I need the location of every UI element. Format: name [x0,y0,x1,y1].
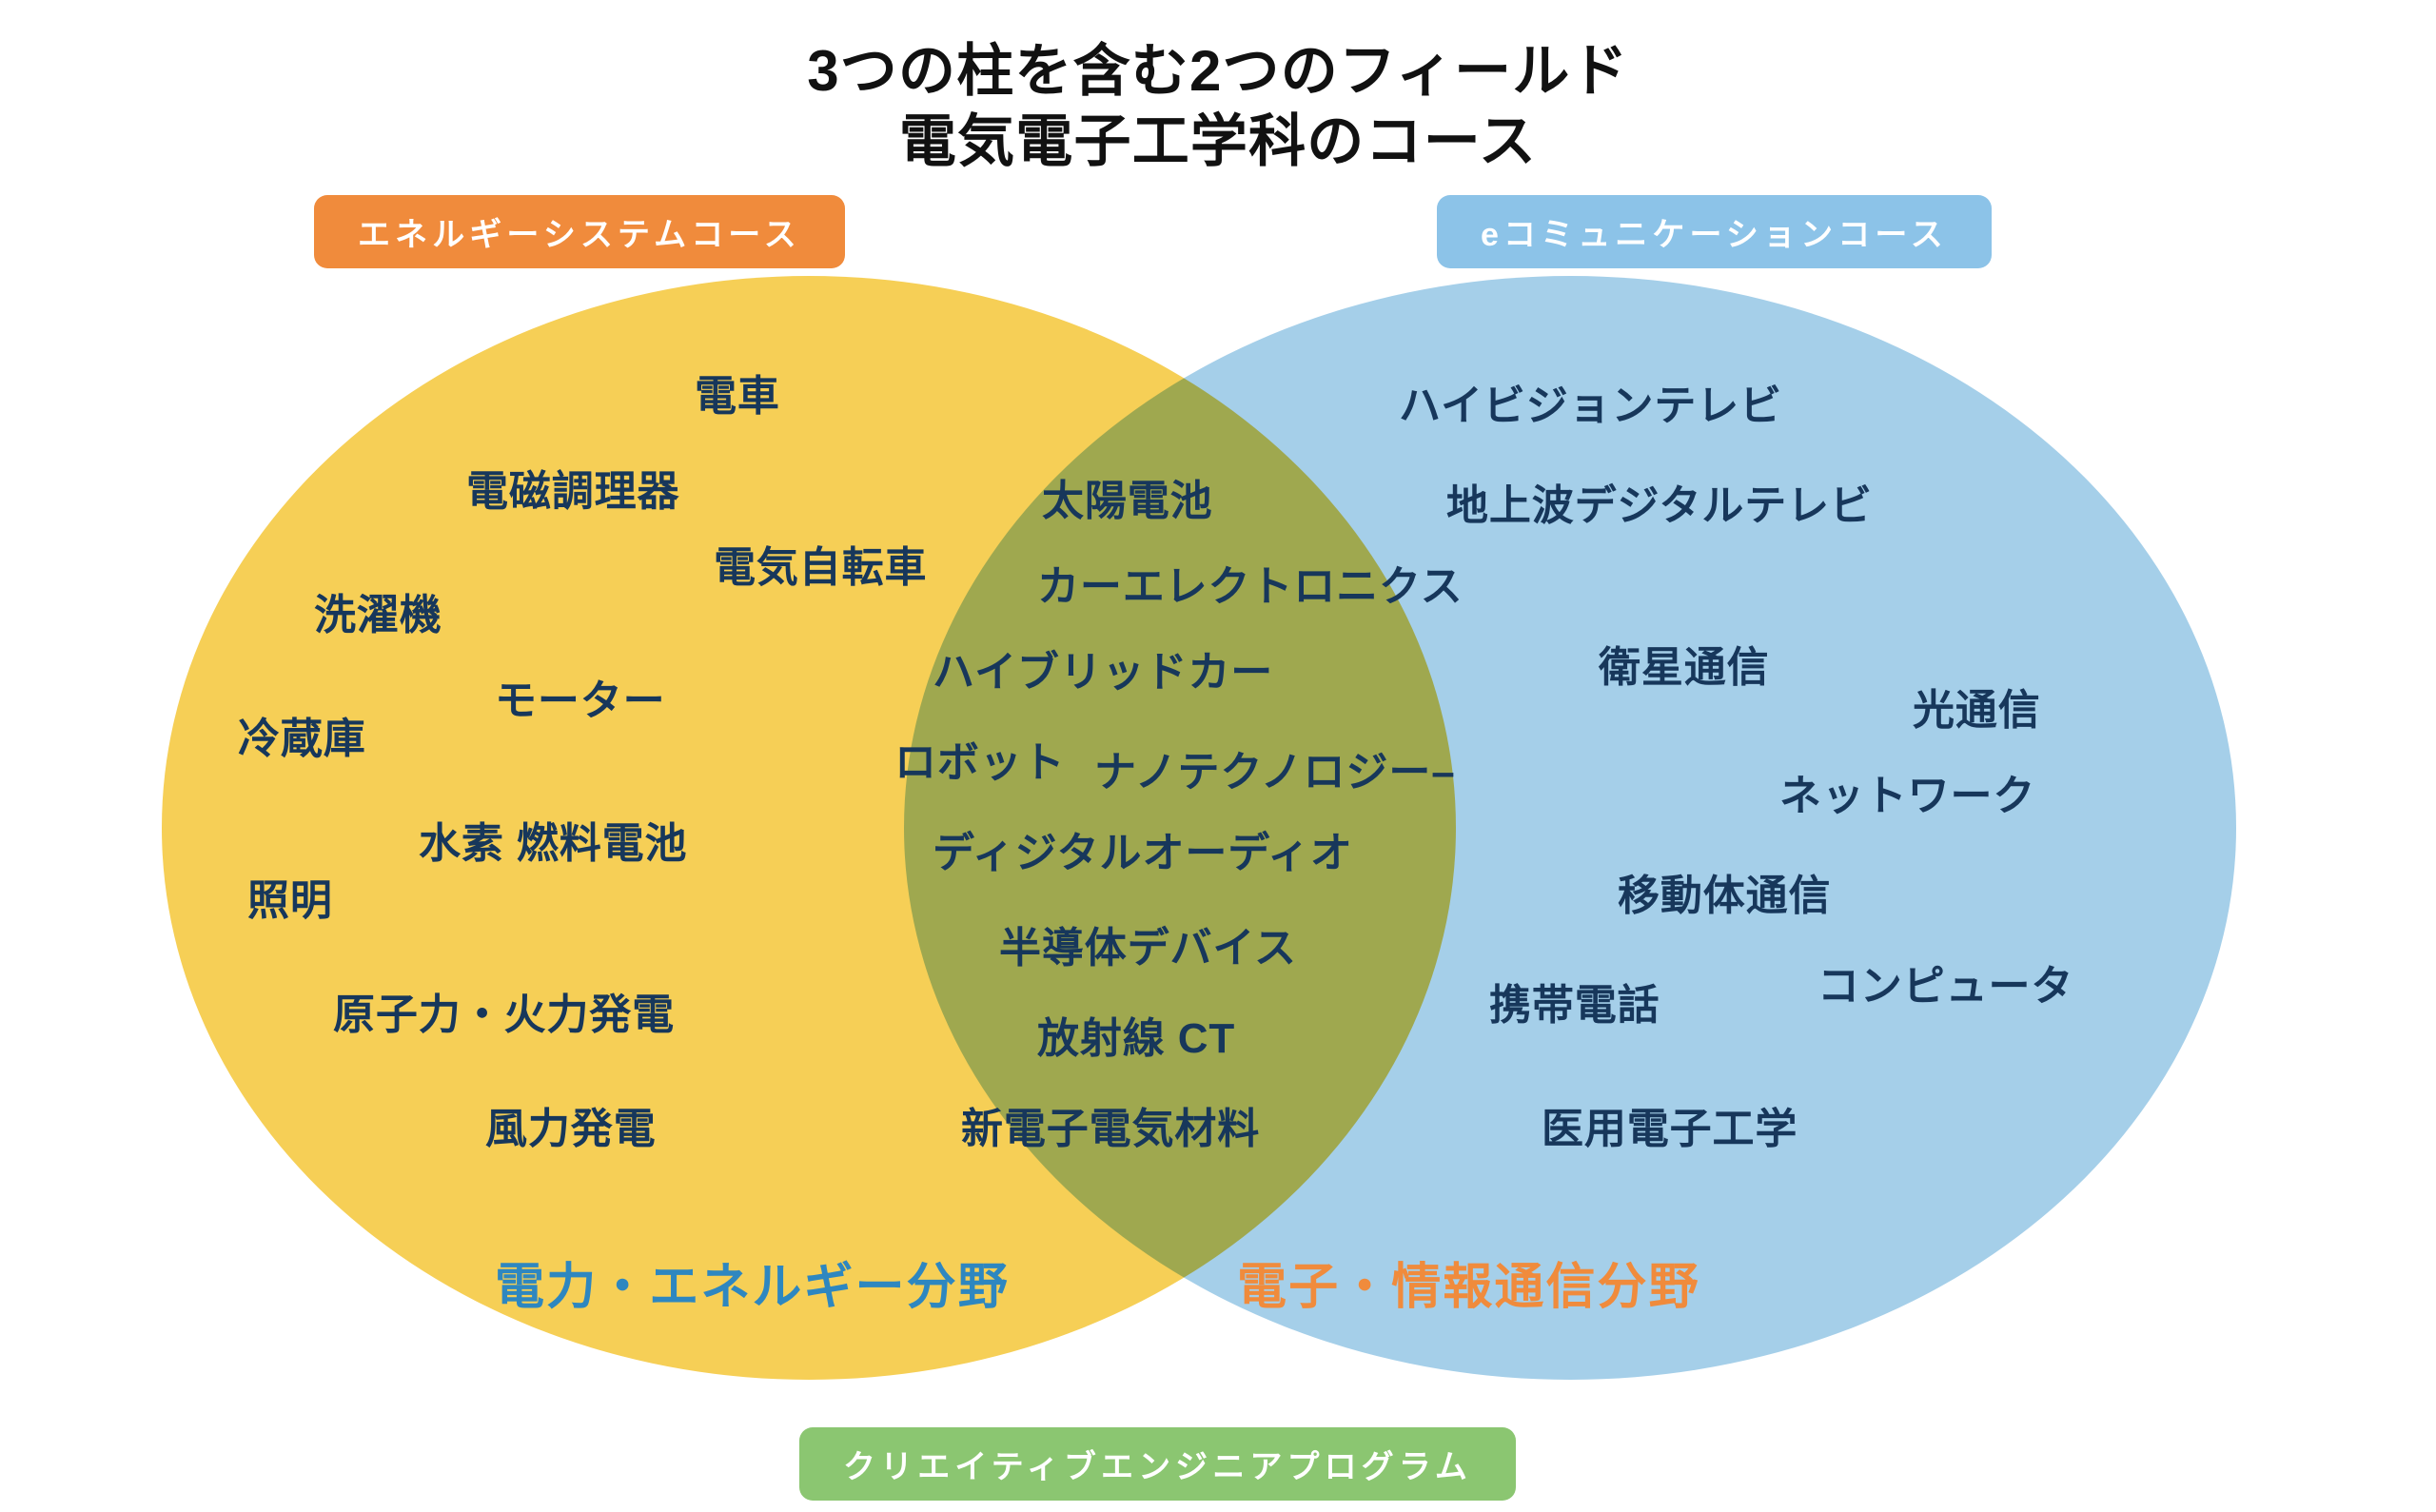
term-right-8: 医用電子工学 [1542,1094,1798,1155]
term-overlap-1: カーエレクトロニクス [1037,552,1463,613]
term-left-2: 電気自転車 [714,533,927,594]
term-right-0: ハイビジョンテレビ [1399,371,1782,432]
term-overlap-7: 放射線 CT [1037,1004,1235,1065]
term-left-0: 電車 [695,362,780,422]
term-overlap-6: 半導体デバイス [999,913,1297,974]
term-overlap-8: 新電子電気材料 [961,1094,1260,1155]
term-overlap-5: ディジタルオーディオ [933,818,1353,879]
term-right-2: 衛星通信 [1599,633,1770,694]
term-overlap-0: 太陽電池 [1042,466,1213,527]
term-left-4: モーター [495,666,666,727]
title-line-2: 電気電子工学科のコース [0,95,2436,178]
term-left-7: 照明 [247,866,333,927]
term-left-9: 風力発電 [485,1094,657,1155]
term-right-7: コンピュータ [1817,952,2073,1012]
term-overlap-2: ハイブリッドカー [933,638,1273,698]
term-right-5: 移動体通信 [1618,861,1831,922]
field-label-energy: 電力・エネルギー分野 [495,1247,1010,1318]
pill-energy-course: エネルギーシステムコース [314,195,845,268]
term-left-6: 水素 燃料電池 [419,809,687,870]
term-right-4: ネットワーク [1779,761,2035,822]
term-left-5: 冷蔵庫 [238,704,366,765]
term-left-8: 原子力・火力発電 [333,980,675,1041]
term-right-1: 地上波デジタルテレビ [1446,471,1873,532]
term-overlap-4: ナノテクノロジー– [1094,737,1456,798]
pill-creative-program: クリエイティブエンジニアプログラム [799,1427,1516,1501]
term-left-1: 電磁調理器 [466,457,679,518]
field-label-infocom: 電子・情報通信分野 [1237,1247,1700,1318]
term-right-6: 携帯電話 [1489,971,1660,1031]
term-right-3: 光通信 [1913,676,2041,736]
pill-ecomm-course: eコミュニケーションコース [1437,195,1992,268]
term-left-3: 洗濯機 [314,580,442,641]
term-overlap-3: ロボット [894,728,1066,789]
